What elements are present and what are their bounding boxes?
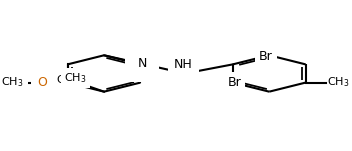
Text: CH$_3$: CH$_3$	[327, 76, 349, 90]
Text: NH: NH	[174, 58, 193, 71]
Text: O: O	[37, 76, 47, 89]
Text: CH$_3$: CH$_3$	[56, 73, 79, 87]
Text: CH$_3$: CH$_3$	[1, 76, 23, 90]
Text: CH$_3$: CH$_3$	[64, 71, 87, 85]
Text: Br: Br	[259, 50, 273, 63]
Text: N: N	[137, 57, 147, 70]
Text: Br: Br	[227, 76, 241, 89]
